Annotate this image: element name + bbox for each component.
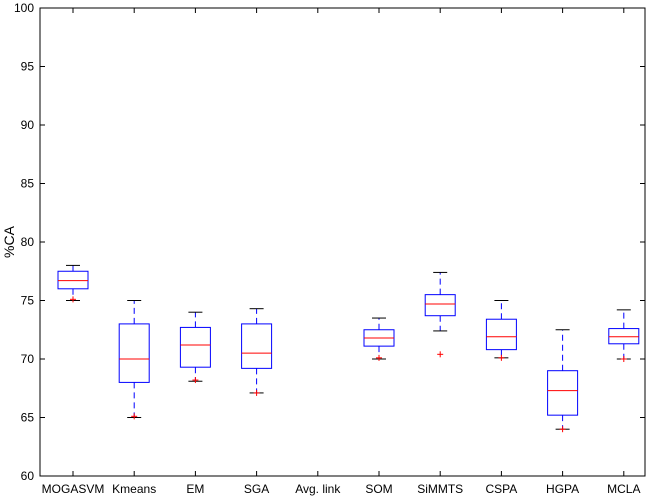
box-iqr — [57, 270, 89, 290]
box-iqr — [179, 326, 211, 368]
x-tick-label: SGA — [244, 482, 269, 496]
box-mcla — [608, 309, 640, 362]
box-mogasvm — [57, 264, 89, 303]
y-tick-label: 90 — [21, 118, 35, 132]
box-iqr — [241, 323, 273, 369]
x-tick-label: HGPA — [546, 482, 579, 496]
y-tick-label: 80 — [21, 235, 35, 249]
box-cspa — [485, 300, 517, 361]
x-axis-tick-labels: MOGASVM Kmeans EM SGA Avg. link SOM SiMMTS CSPA… — [42, 8, 640, 496]
plot-area-frame — [39, 7, 646, 477]
x-tick-label: SOM — [365, 482, 392, 496]
y-tick-label: 95 — [21, 60, 35, 74]
box-iqr — [424, 294, 456, 317]
box-kmeans — [118, 300, 150, 420]
x-tick-label: MCLA — [607, 482, 640, 496]
box-em — [179, 311, 211, 384]
x-tick-label: CSPA — [486, 482, 518, 496]
y-tick-label: 85 — [21, 177, 35, 191]
y-tick-label: 100 — [14, 1, 34, 15]
box-som — [363, 317, 395, 361]
box-iqr — [608, 328, 640, 345]
box-iqr — [547, 370, 579, 416]
box-iqr — [118, 323, 150, 383]
x-tick-label: MOGASVM — [42, 482, 105, 496]
y-tick-label: 65 — [21, 411, 35, 425]
x-tick-label: EM — [186, 482, 204, 496]
x-tick-label: Avg. link — [295, 482, 341, 496]
x-tick-label: Kmeans — [112, 482, 156, 496]
y-axis-label: %CA — [1, 225, 17, 258]
y-tick-label: 70 — [21, 352, 35, 366]
y-tick-label: 75 — [21, 294, 35, 308]
box-sga — [241, 308, 273, 396]
y-tick-label: 60 — [21, 469, 35, 483]
box-series — [57, 264, 640, 433]
y-axis-ticks: 60 65 70 75 80 85 90 95 100 — [14, 1, 645, 483]
x-tick-label: SiMMTS — [417, 482, 463, 496]
box-iqr — [485, 318, 517, 351]
box-simmts — [424, 271, 456, 358]
box-hgpa — [547, 329, 579, 433]
